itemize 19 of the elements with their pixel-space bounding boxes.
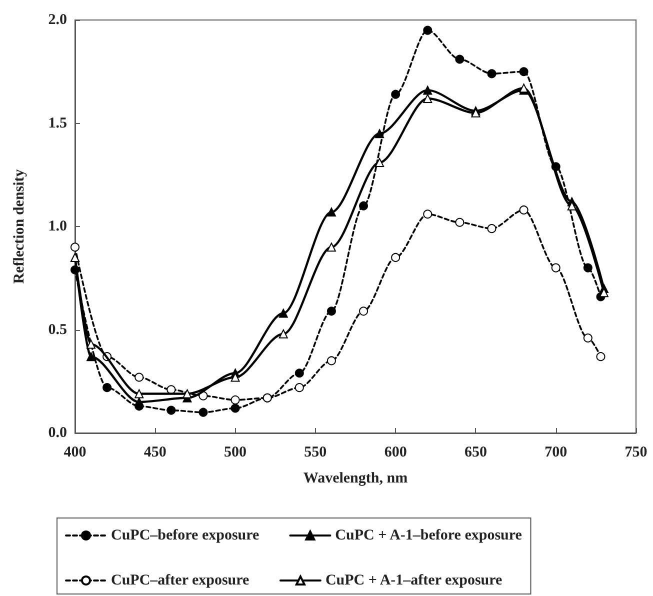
y-tick-label: 0.5 (48, 322, 67, 338)
x-axis-title: Wavelength, nm (303, 470, 408, 486)
y-tick-label: 1.5 (48, 115, 67, 132)
y-tick-label: 0.0 (48, 425, 67, 441)
x-tick-label: 750 (624, 444, 648, 460)
x-tick-label: 600 (384, 444, 407, 460)
legend-label: CuPC + A-1–before exposure (335, 528, 522, 544)
x-tick-label: 550 (304, 444, 327, 460)
x-tick-label: 500 (224, 444, 247, 460)
legend-label: CuPC–after exposure (111, 572, 250, 588)
x-tick-label: 450 (144, 444, 166, 460)
x-tick-label: 650 (464, 444, 487, 460)
x-tick-label: 700 (544, 444, 568, 460)
legend-label: CuPC–before exposure (111, 528, 260, 544)
y-axis-title: Reflection density (12, 168, 28, 284)
legend-label: CuPC + A-1–after exposure (325, 572, 503, 588)
y-tick-label: 2.0 (48, 12, 67, 28)
x-tick-label: 400 (64, 444, 86, 460)
y-tick-label: 1.0 (48, 218, 67, 234)
